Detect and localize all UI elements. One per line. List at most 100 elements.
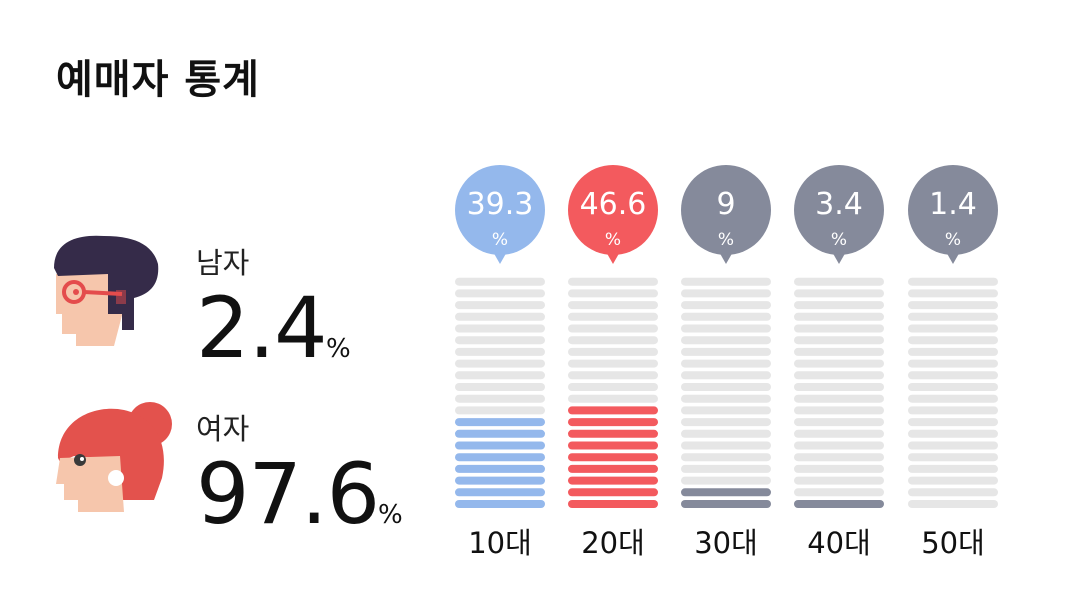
- category-label: 20대: [581, 526, 645, 560]
- bar-segment-empty: [681, 301, 771, 310]
- bar-segment-empty: [794, 476, 884, 485]
- bar-segment-empty: [908, 488, 998, 497]
- bar-segment-empty: [681, 453, 771, 462]
- category-label: 40대: [807, 526, 871, 560]
- data-label-unit: %: [605, 230, 621, 250]
- bar-segment-empty: [455, 406, 545, 415]
- bar-segment-empty: [455, 336, 545, 345]
- bar-segment-empty: [681, 359, 771, 368]
- bar-segment-empty: [908, 383, 998, 391]
- bar-segment-empty: [794, 347, 884, 356]
- bar-segment-empty: [908, 394, 998, 403]
- bar-segment-filled: [568, 488, 658, 497]
- bar-segment-filled: [568, 441, 658, 450]
- bar-segment-empty: [681, 429, 771, 438]
- male-value: 2.4: [196, 279, 328, 377]
- bar-segment-empty: [908, 277, 998, 286]
- bar-segment-empty: [794, 277, 884, 286]
- bar-segment-empty: [455, 359, 545, 368]
- bar-segment-empty: [681, 336, 771, 345]
- data-label-unit: %: [831, 230, 847, 250]
- bar-segment-empty: [568, 359, 658, 368]
- bar-segment-empty: [908, 464, 998, 473]
- bar-segment-filled: [455, 453, 545, 462]
- bar-segment-empty: [455, 371, 545, 380]
- bar-segment-filled: [568, 429, 658, 438]
- bar-segment-empty: [455, 289, 545, 298]
- male-label: 남자: [196, 246, 250, 280]
- value-bubble: [568, 165, 658, 255]
- bar-segment-empty: [568, 312, 658, 321]
- bar-segment-empty: [794, 441, 884, 450]
- female-label: 여자: [196, 412, 250, 446]
- bar-segment-empty: [681, 371, 771, 380]
- bar-segment-empty: [681, 347, 771, 356]
- data-label: 39.3: [467, 187, 534, 222]
- category-label: 10대: [468, 526, 532, 560]
- bar-segment-filled: [455, 441, 545, 450]
- bar-segment-empty: [908, 429, 998, 438]
- bar-segment-empty: [908, 312, 998, 321]
- bar-segment-filled: [568, 406, 658, 415]
- bar-segment-empty: [455, 301, 545, 310]
- value-bubble: [794, 165, 884, 255]
- value-bubble: [455, 165, 545, 255]
- data-label: 1.4: [929, 187, 977, 222]
- bar-segment-filled: [568, 453, 658, 462]
- data-label-unit: %: [718, 230, 734, 250]
- data-label: 9: [716, 187, 735, 222]
- bar-segment-filled: [568, 500, 658, 508]
- bar-segment-empty: [681, 383, 771, 391]
- bar-segment-empty: [681, 277, 771, 286]
- female-value: 97.6: [196, 445, 380, 543]
- bar-segment-empty: [794, 289, 884, 298]
- bar-segment-filled: [455, 464, 545, 473]
- bar-segment-empty: [794, 371, 884, 380]
- bar-segment-empty: [908, 301, 998, 310]
- bar-segment-empty: [455, 383, 545, 391]
- data-label: 46.6: [580, 187, 647, 222]
- bar-segment-empty: [568, 347, 658, 356]
- bar-segment-empty: [908, 406, 998, 415]
- bar-segment-empty: [568, 301, 658, 310]
- bar-segment-empty: [794, 359, 884, 368]
- female-avatar-icon: [56, 402, 172, 512]
- bar-segment-empty: [568, 394, 658, 403]
- bar-segment-filled: [681, 488, 771, 497]
- data-label-unit: %: [492, 230, 508, 250]
- bar-segment-empty: [568, 383, 658, 391]
- value-bubble: [681, 165, 771, 255]
- bar-segment-empty: [794, 324, 884, 333]
- bar-segment-empty: [455, 394, 545, 403]
- bar-segment-empty: [908, 500, 998, 508]
- bar-segment-empty: [908, 476, 998, 485]
- bar-segment-filled: [455, 476, 545, 485]
- male-unit: %: [326, 334, 351, 364]
- bar-segment-empty: [794, 301, 884, 310]
- bar-segment-empty: [681, 324, 771, 333]
- bar-segment-filled: [681, 500, 771, 508]
- bar-segment-empty: [681, 418, 771, 427]
- bar-segment-empty: [794, 429, 884, 438]
- bar-segment-empty: [794, 488, 884, 497]
- category-label: 50대: [921, 526, 985, 560]
- bar-segment-empty: [908, 418, 998, 427]
- bar-segment-empty: [908, 289, 998, 298]
- data-label-unit: %: [945, 230, 961, 250]
- bar-segment-empty: [794, 406, 884, 415]
- bar-segment-empty: [455, 347, 545, 356]
- bar-segment-empty: [681, 464, 771, 473]
- bar-segment-empty: [681, 441, 771, 450]
- data-label: 3.4: [815, 187, 863, 222]
- bar-segment-empty: [908, 324, 998, 333]
- bar-segment-empty: [794, 394, 884, 403]
- value-bubble: [908, 165, 998, 255]
- bar-segment-empty: [908, 359, 998, 368]
- bar-segment-filled: [568, 464, 658, 473]
- bar-segment-empty: [681, 289, 771, 298]
- bar-segment-filled: [568, 476, 658, 485]
- bar-segment-empty: [908, 441, 998, 450]
- bar-segment-empty: [568, 371, 658, 380]
